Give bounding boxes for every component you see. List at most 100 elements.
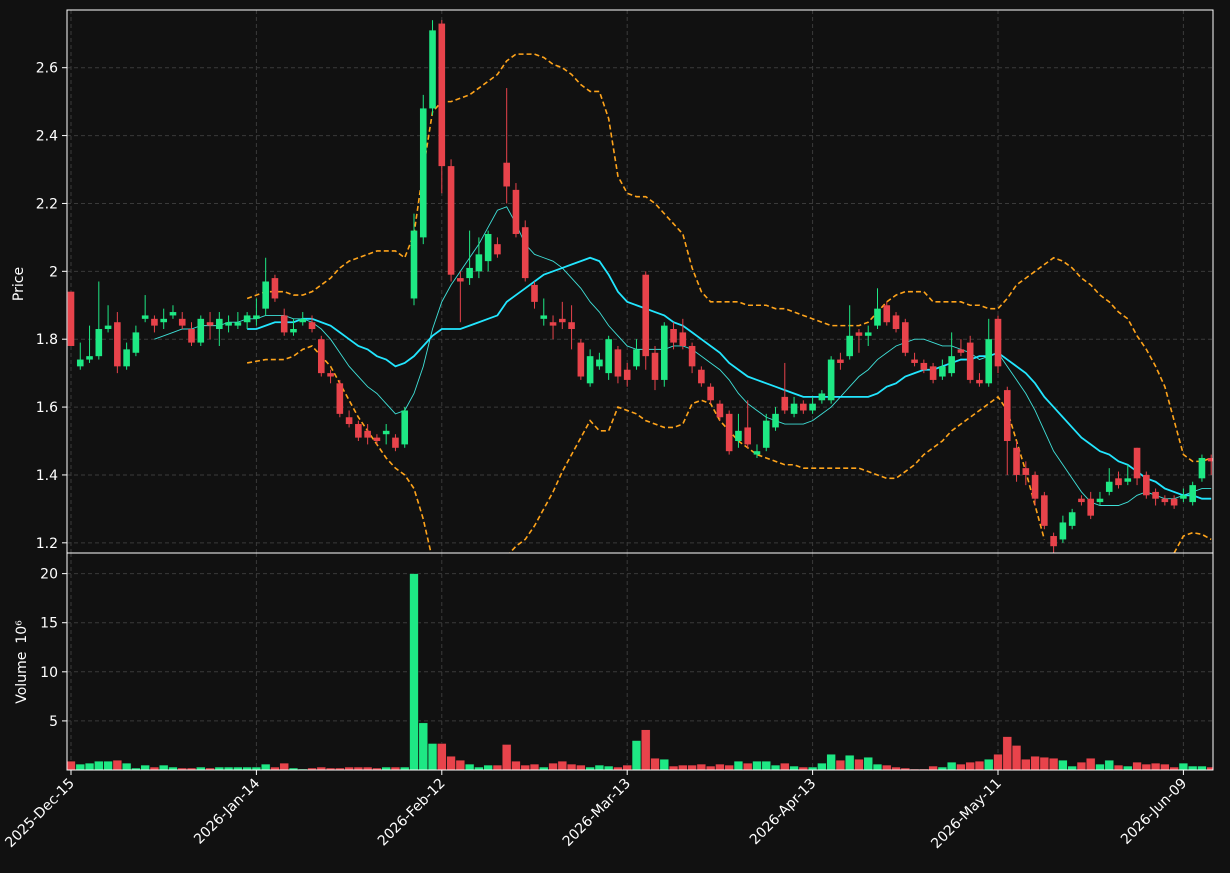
candle-body bbox=[206, 322, 214, 326]
candle-body bbox=[336, 383, 344, 414]
candle-body bbox=[1115, 478, 1122, 486]
volume-bar bbox=[418, 722, 428, 770]
candle-body bbox=[577, 342, 585, 377]
volume-bar bbox=[455, 759, 465, 770]
candle-body bbox=[327, 373, 334, 377]
y-tick-label: 20 bbox=[40, 567, 58, 583]
candle-body bbox=[1013, 447, 1020, 475]
volume-bar bbox=[566, 763, 577, 770]
candle-body bbox=[160, 318, 167, 323]
candle-body bbox=[725, 413, 733, 452]
volume-bar bbox=[214, 766, 224, 770]
volume-bar bbox=[502, 744, 512, 770]
candle-body bbox=[679, 332, 687, 346]
volume-bar bbox=[1076, 761, 1087, 770]
candle-body bbox=[735, 430, 742, 442]
y-tick-label: 1.8 bbox=[36, 332, 58, 348]
volume-bar bbox=[659, 758, 669, 770]
volume-plot bbox=[67, 573, 1213, 770]
volume-bar bbox=[761, 760, 771, 770]
candle-body bbox=[957, 349, 965, 353]
volume-bar bbox=[511, 760, 521, 770]
volume-bar bbox=[808, 766, 818, 770]
volume-bar bbox=[650, 758, 660, 770]
volume-bar bbox=[780, 762, 790, 770]
volume-bar bbox=[539, 766, 549, 770]
candle-body bbox=[864, 332, 872, 336]
volume-bar bbox=[223, 766, 234, 770]
volume-bar bbox=[622, 764, 632, 770]
volume-bar bbox=[826, 754, 836, 770]
candle-body bbox=[1087, 498, 1094, 516]
candle-body bbox=[1068, 512, 1076, 526]
candle-body bbox=[512, 189, 520, 234]
candle-body bbox=[290, 329, 297, 333]
candle-body bbox=[716, 403, 724, 418]
candle-body bbox=[540, 315, 548, 319]
volume-bar bbox=[965, 761, 975, 770]
candle-body bbox=[466, 267, 473, 279]
candle-body bbox=[559, 318, 566, 323]
volume-bar bbox=[1086, 758, 1096, 770]
volume-bar bbox=[261, 763, 271, 770]
volume-bar bbox=[1095, 763, 1105, 770]
volume-bar bbox=[381, 766, 391, 770]
candle-body bbox=[809, 403, 816, 411]
volume-bar bbox=[557, 760, 567, 770]
volume-bar bbox=[363, 766, 373, 770]
volume-bar bbox=[67, 760, 76, 770]
y-tick-label: 2 bbox=[49, 264, 58, 280]
volume-bar bbox=[1011, 745, 1022, 770]
volume-bar bbox=[882, 764, 892, 770]
y-tick-label: 5 bbox=[49, 714, 58, 730]
volume-bar bbox=[1178, 762, 1189, 770]
volume-bar bbox=[409, 573, 419, 770]
candle-body bbox=[1207, 457, 1213, 462]
candle-body bbox=[1180, 495, 1187, 499]
candle-body bbox=[484, 233, 492, 262]
candle-body bbox=[902, 322, 909, 353]
volume-bar bbox=[1169, 766, 1179, 770]
candle-body bbox=[234, 322, 242, 326]
volume-bar bbox=[1197, 765, 1207, 770]
candle-body bbox=[401, 410, 409, 445]
candle-body bbox=[1198, 457, 1206, 479]
candle-body bbox=[892, 315, 900, 330]
candle-body bbox=[317, 339, 325, 374]
volume-bar bbox=[520, 764, 530, 770]
candle-body bbox=[114, 322, 121, 367]
volume-bar bbox=[474, 766, 484, 770]
volume-bar bbox=[872, 763, 883, 770]
volume-bar bbox=[1206, 766, 1213, 770]
volume-bar bbox=[112, 759, 122, 770]
volume-bar bbox=[1123, 765, 1133, 770]
candle-body bbox=[670, 329, 677, 343]
y-tick-label: 15 bbox=[40, 616, 58, 632]
y-tick-label: 10 bbox=[40, 665, 58, 681]
volume-bar bbox=[94, 760, 104, 770]
volume-bar bbox=[576, 764, 586, 770]
volume-bar bbox=[993, 754, 1003, 770]
volume-bar bbox=[251, 766, 262, 770]
candle-body bbox=[1041, 495, 1048, 526]
volume-bar bbox=[149, 766, 160, 770]
volume-bar bbox=[492, 764, 503, 770]
volume-bar bbox=[928, 765, 938, 770]
candle-body bbox=[688, 345, 696, 367]
candle-body bbox=[1170, 498, 1178, 506]
candle-body bbox=[1059, 522, 1067, 540]
candle-body bbox=[475, 254, 483, 272]
candle-body bbox=[883, 305, 891, 323]
candle-body bbox=[948, 356, 955, 374]
candle-body bbox=[1022, 468, 1030, 475]
volume-bar bbox=[140, 764, 150, 770]
y-tick-label: 1.6 bbox=[36, 400, 58, 416]
price-plot bbox=[67, 20, 1213, 553]
candle-body bbox=[1003, 390, 1011, 442]
volume-bar bbox=[529, 763, 540, 770]
candle-body bbox=[568, 322, 575, 330]
volume-axis-label: Volume 10⁶ bbox=[14, 620, 30, 704]
volume-bar bbox=[687, 764, 697, 770]
volume-scale: 10⁶ bbox=[14, 620, 30, 644]
